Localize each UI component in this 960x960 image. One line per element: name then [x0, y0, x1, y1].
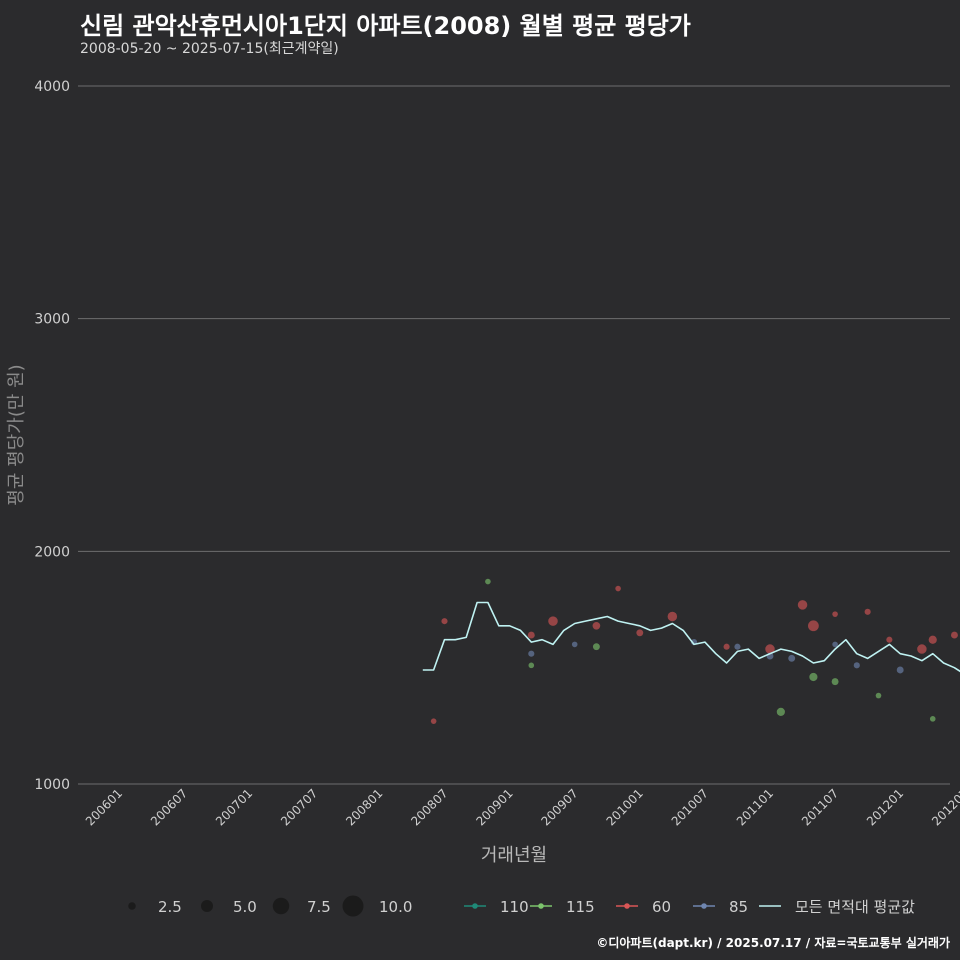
point-60	[765, 644, 775, 654]
legend-color-dot	[624, 903, 630, 909]
point-85	[896, 666, 904, 674]
point-115	[875, 692, 882, 699]
point-60	[527, 631, 535, 639]
legend: 2.5 5.0 7.5 10.0 110 115 60 85 모든 면적대 평균값	[128, 895, 915, 917]
point-85	[734, 643, 741, 650]
legend-size-marker	[128, 902, 136, 910]
legend-size-marker	[342, 895, 364, 917]
y-tick-labels: 1000 2000 3000 4000	[34, 79, 70, 793]
x-tick-label: 200701	[213, 786, 255, 828]
legend-size-label: 2.5	[158, 898, 182, 916]
x-tick-label: 200901	[473, 786, 515, 828]
point-115	[528, 662, 535, 669]
x-tick-label: 201207	[929, 786, 960, 828]
point-60	[636, 629, 644, 637]
point-115	[831, 678, 839, 686]
point-60	[797, 600, 808, 610]
x-tick-labels: 200601 200607 200701 200707 200801 200807 2009…	[83, 786, 960, 828]
point-60	[723, 643, 730, 650]
y-tick-label: 1000	[34, 777, 70, 793]
point-85	[528, 650, 535, 657]
x-tick-label: 201007	[669, 786, 711, 828]
legend-series-label: 110	[500, 898, 529, 916]
point-85	[853, 662, 860, 669]
point-60	[928, 635, 937, 644]
legend-series-label: 모든 면적대 평균값	[795, 898, 915, 916]
legend-color-dot	[701, 903, 707, 909]
point-85	[788, 654, 796, 662]
y-tick-label: 3000	[34, 312, 70, 328]
point-60	[615, 585, 621, 592]
chart-subtitle: 2008-05-20 ~ 2025-07-15(최근계약일)	[80, 41, 339, 57]
point-115	[592, 643, 600, 651]
point-60	[430, 718, 437, 724]
credit-text: ©디아파트(dapt.kr) / 2025.07.17 / 자료=국토교통부 실…	[596, 936, 950, 950]
point-60	[441, 618, 448, 625]
point-60	[951, 631, 958, 639]
x-tick-label: 200707	[278, 786, 320, 828]
point-60	[808, 620, 819, 632]
legend-size-marker	[272, 897, 290, 915]
point-85	[571, 641, 578, 648]
legend-size-marker	[201, 900, 213, 912]
chart-title: 신림 관악산휴먼시아1단지 아파트(2008) 월별 평균 평당가	[80, 12, 691, 40]
point-115	[485, 578, 491, 585]
legend-color-dot	[472, 903, 478, 909]
point-60	[667, 611, 678, 622]
point-60	[886, 636, 893, 643]
point-60	[548, 616, 558, 626]
average-line	[422, 601, 960, 673]
legend-size-label: 7.5	[307, 898, 331, 916]
grid-lines	[78, 85, 950, 785]
x-tick-label: 201001	[604, 786, 646, 828]
x-tick-label: 201201	[864, 786, 906, 828]
x-axis-label: 거래년월	[481, 845, 547, 866]
scatter-points	[430, 578, 958, 724]
average-line-segment	[422, 601, 960, 673]
point-60	[917, 644, 927, 654]
y-tick-label: 2000	[34, 544, 70, 560]
point-115	[776, 707, 785, 716]
point-115	[929, 716, 936, 722]
x-tick-label: 201107	[799, 786, 841, 828]
x-tick-label: 201101	[734, 786, 776, 828]
legend-series-label: 115	[566, 898, 595, 916]
x-tick-label: 200907	[539, 786, 581, 828]
point-115	[809, 672, 818, 682]
x-tick-label: 200601	[83, 786, 125, 828]
legend-series-label: 85	[729, 898, 748, 916]
legend-color-dot	[538, 903, 544, 909]
y-axis-label: 평균 평당가(만 원)	[6, 364, 27, 505]
legend-size-label: 5.0	[233, 898, 257, 916]
point-60	[832, 611, 838, 617]
legend-size-label: 10.0	[379, 898, 412, 916]
x-tick-label: 200807	[408, 786, 450, 828]
x-tick-label: 200801	[343, 786, 385, 828]
point-60	[864, 608, 871, 615]
x-tick-label: 200607	[148, 786, 190, 828]
point-60	[592, 621, 601, 630]
y-tick-label: 4000	[34, 79, 70, 95]
point-85	[832, 641, 838, 648]
legend-series-label: 60	[652, 898, 671, 916]
